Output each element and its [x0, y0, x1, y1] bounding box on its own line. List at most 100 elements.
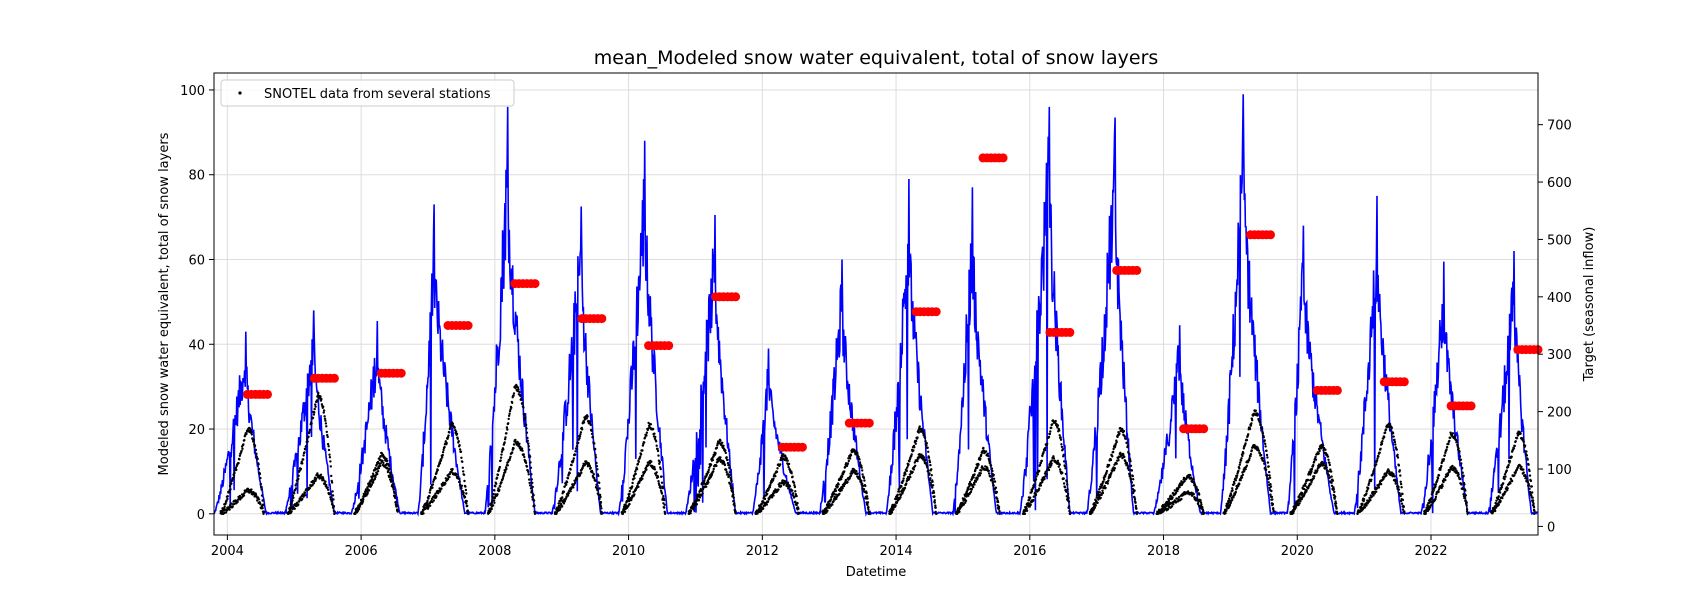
snotel-point	[867, 506, 870, 509]
snotel-point	[791, 489, 794, 492]
snotel-point	[689, 509, 693, 513]
snotel-point	[621, 512, 624, 515]
snotel-point	[1043, 477, 1046, 481]
snotel-point	[910, 453, 913, 456]
snotel-point	[594, 447, 597, 451]
snotel-point	[262, 511, 266, 514]
snotel-series	[219, 383, 1536, 515]
snotel-point	[1499, 499, 1502, 503]
snotel-point	[526, 439, 529, 442]
snotel-point	[442, 448, 445, 452]
snotel-point	[599, 505, 603, 508]
snotel-point	[930, 474, 933, 477]
snotel-point	[660, 475, 663, 478]
snotel-point	[1231, 498, 1234, 502]
x-tick-label: 2008	[478, 544, 511, 559]
snotel-point	[793, 495, 796, 499]
snotel-point	[1398, 469, 1402, 472]
snotel-point	[923, 436, 927, 439]
snotel-point	[428, 495, 431, 498]
snotel-point	[368, 482, 372, 485]
snotel-point	[250, 433, 254, 436]
snotel-point	[1399, 482, 1403, 486]
snotel-point	[1424, 512, 1427, 515]
snotel-point	[1170, 505, 1174, 508]
snotel-point	[1199, 501, 1203, 504]
snotel-point	[1124, 437, 1128, 440]
snotel-point	[1242, 452, 1245, 455]
snotel-point	[722, 444, 725, 447]
snotel-point	[1032, 485, 1036, 488]
snotel-point	[524, 416, 527, 419]
snotel-point	[496, 493, 499, 496]
snotel-point	[1067, 505, 1071, 508]
snotel-point	[491, 504, 495, 507]
snotel-point	[226, 497, 229, 501]
snotel-point	[1107, 479, 1110, 482]
snotel-point	[964, 499, 968, 503]
snotel-point	[1508, 459, 1512, 463]
snotel-point	[1171, 496, 1174, 499]
snotel-point	[727, 475, 731, 478]
snotel-point	[569, 468, 572, 471]
snotel-point	[462, 473, 466, 476]
snotel-point	[582, 421, 586, 424]
y-tick-label: 80	[188, 169, 205, 184]
snotel-point	[967, 488, 970, 491]
snotel-point	[719, 456, 722, 459]
snotel-point	[900, 489, 904, 492]
snotel-point	[976, 466, 979, 469]
snotel-point	[1192, 493, 1196, 496]
snotel-point	[461, 466, 464, 469]
snotel-point	[984, 450, 988, 453]
snotel-point	[729, 476, 732, 480]
snotel-point	[992, 477, 996, 480]
snotel-point	[762, 507, 765, 510]
snotel-point	[1455, 439, 1459, 443]
snotel-point	[463, 479, 466, 483]
snotel-point	[1068, 512, 1072, 515]
snotel-point	[1238, 467, 1241, 470]
snotel-point	[973, 483, 976, 486]
snotel-point	[964, 501, 967, 504]
snotel-point	[257, 467, 261, 471]
snotel-point	[329, 465, 332, 468]
snotel-point	[1314, 458, 1318, 461]
snotel-point	[595, 465, 599, 468]
snotel-point	[922, 456, 926, 459]
snotel-point	[1434, 485, 1437, 488]
snotel-point	[714, 452, 717, 455]
snotel-point	[463, 495, 467, 499]
snotel-point	[722, 461, 726, 464]
snotel-point	[328, 493, 332, 496]
snotel-point	[1330, 484, 1334, 487]
snotel-point	[1268, 474, 1271, 477]
snotel-point	[1330, 481, 1333, 484]
snotel-point	[853, 449, 856, 452]
snotel-point	[1523, 444, 1527, 447]
snotel-point	[627, 499, 631, 503]
snotel-point	[635, 487, 638, 490]
snotel-point	[306, 440, 309, 443]
snotel-point	[330, 500, 333, 503]
snotel-point	[914, 442, 917, 445]
snotel-point	[448, 431, 451, 434]
snotel-point	[823, 510, 826, 513]
snotel-point	[1234, 479, 1238, 482]
snotel-point	[1059, 438, 1063, 441]
snotel-point	[1112, 450, 1115, 454]
snotel-point	[913, 446, 916, 449]
snotel-point	[1530, 496, 1534, 499]
snotel-point	[1196, 488, 1200, 492]
snotel-point	[303, 491, 307, 495]
snotel-point	[562, 502, 566, 505]
snotel-point	[846, 462, 850, 465]
snotel-point	[1044, 475, 1047, 478]
snotel-point	[1441, 485, 1444, 488]
snotel-point	[866, 503, 869, 507]
snotel-point	[293, 492, 296, 495]
snotel-point	[326, 488, 330, 491]
snotel-point	[242, 443, 245, 446]
snotel-point	[1445, 448, 1448, 451]
snotel-point	[660, 481, 664, 484]
